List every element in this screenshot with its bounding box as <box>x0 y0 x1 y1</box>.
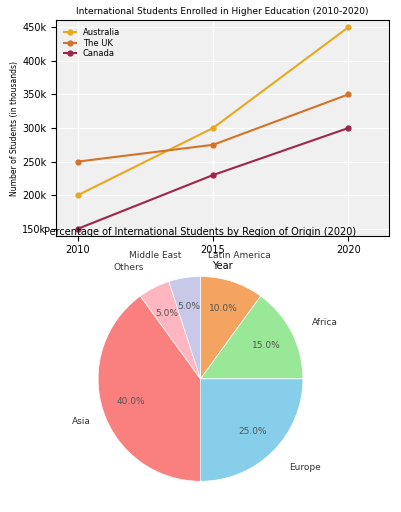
Text: Middle East: Middle East <box>129 251 181 260</box>
Text: Asia: Asia <box>72 417 91 426</box>
Text: Others: Others <box>113 263 144 272</box>
Wedge shape <box>200 379 303 481</box>
Australia <box>346 24 351 30</box>
Text: 15.0%: 15.0% <box>252 341 281 350</box>
Text: 10.0%: 10.0% <box>209 304 238 313</box>
Text: 5.0%: 5.0% <box>156 309 178 317</box>
Wedge shape <box>140 282 200 379</box>
Text: Latin America: Latin America <box>208 251 271 260</box>
Line: The UK: The UK <box>75 92 351 164</box>
Canada <box>346 125 351 131</box>
Title: International Students Enrolled in Higher Education (2010-2020): International Students Enrolled in Highe… <box>76 7 369 15</box>
Text: 25.0%: 25.0% <box>238 426 267 436</box>
The UK <box>75 159 80 165</box>
Y-axis label: Number of Students (in thousands): Number of Students (in thousands) <box>10 60 19 196</box>
Text: 40.0%: 40.0% <box>116 397 145 406</box>
Wedge shape <box>169 276 200 379</box>
Wedge shape <box>200 276 261 379</box>
Canada <box>211 172 215 178</box>
Wedge shape <box>98 296 200 481</box>
Line: Canada: Canada <box>75 125 351 231</box>
Canada <box>75 226 80 232</box>
The UK <box>346 91 351 97</box>
X-axis label: Year: Year <box>212 261 233 271</box>
Australia <box>75 192 80 198</box>
Legend: Australia, The UK, Canada: Australia, The UK, Canada <box>60 25 124 61</box>
Text: Africa: Africa <box>312 317 338 327</box>
Title: Percentage of International Students by Region of Origin (2020): Percentage of International Students by … <box>45 227 356 237</box>
Text: Europe: Europe <box>289 463 320 472</box>
Line: Australia: Australia <box>75 25 351 198</box>
Australia <box>211 125 215 131</box>
Text: 5.0%: 5.0% <box>178 302 200 311</box>
The UK <box>211 142 215 148</box>
Wedge shape <box>200 296 303 379</box>
